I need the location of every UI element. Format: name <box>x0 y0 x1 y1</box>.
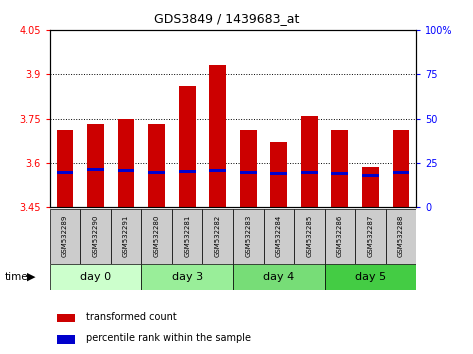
Text: GSM532289: GSM532289 <box>62 215 68 257</box>
Bar <box>209 65 226 207</box>
Text: day 3: day 3 <box>172 272 203 282</box>
Text: GSM532286: GSM532286 <box>337 215 343 257</box>
Bar <box>209 169 226 172</box>
Text: transformed count: transformed count <box>87 312 177 322</box>
Bar <box>362 167 379 207</box>
Bar <box>362 174 379 177</box>
Text: GSM532287: GSM532287 <box>368 215 373 257</box>
Text: GSM532281: GSM532281 <box>184 215 190 257</box>
Bar <box>233 264 324 290</box>
Bar <box>271 172 287 175</box>
Bar <box>111 209 141 264</box>
Bar <box>271 142 287 207</box>
Bar <box>148 171 165 174</box>
Bar <box>355 209 385 264</box>
Bar <box>141 209 172 264</box>
Bar <box>324 209 355 264</box>
Bar <box>332 130 348 207</box>
Bar <box>240 171 257 174</box>
Bar <box>385 209 416 264</box>
Bar <box>233 209 263 264</box>
Bar <box>301 116 318 207</box>
Text: GSM532291: GSM532291 <box>123 215 129 257</box>
Bar <box>240 130 257 207</box>
Bar <box>57 335 75 343</box>
Bar <box>148 125 165 207</box>
Bar <box>332 172 348 175</box>
Bar <box>118 169 134 172</box>
Text: percentile rank within the sample: percentile rank within the sample <box>87 333 251 343</box>
Bar <box>57 130 73 207</box>
Bar <box>80 209 111 264</box>
Text: GSM532290: GSM532290 <box>93 215 98 257</box>
Bar <box>263 209 294 264</box>
Text: GSM532285: GSM532285 <box>307 215 312 257</box>
Bar <box>324 264 416 290</box>
Text: GSM532288: GSM532288 <box>398 215 404 257</box>
Text: GSM532280: GSM532280 <box>154 215 159 257</box>
Bar <box>294 209 324 264</box>
Text: day 4: day 4 <box>263 272 294 282</box>
Text: GSM532282: GSM532282 <box>215 215 221 257</box>
Bar <box>141 264 233 290</box>
Bar <box>118 119 134 207</box>
Bar <box>57 314 75 322</box>
Bar <box>87 125 104 207</box>
Text: GSM532283: GSM532283 <box>245 215 251 257</box>
Text: time: time <box>5 272 28 282</box>
Bar <box>179 86 195 207</box>
Bar <box>393 130 409 207</box>
Bar <box>202 209 233 264</box>
Text: GDS3849 / 1439683_at: GDS3849 / 1439683_at <box>154 12 300 25</box>
Text: day 5: day 5 <box>355 272 386 282</box>
Bar <box>50 209 80 264</box>
Text: day 0: day 0 <box>80 272 111 282</box>
Bar <box>87 168 104 171</box>
Bar <box>172 209 202 264</box>
Bar <box>57 171 73 174</box>
Bar <box>179 170 195 173</box>
Bar <box>301 171 318 174</box>
Bar <box>393 171 409 174</box>
Text: GSM532284: GSM532284 <box>276 215 282 257</box>
Bar <box>50 264 141 290</box>
Text: ▶: ▶ <box>27 272 36 282</box>
